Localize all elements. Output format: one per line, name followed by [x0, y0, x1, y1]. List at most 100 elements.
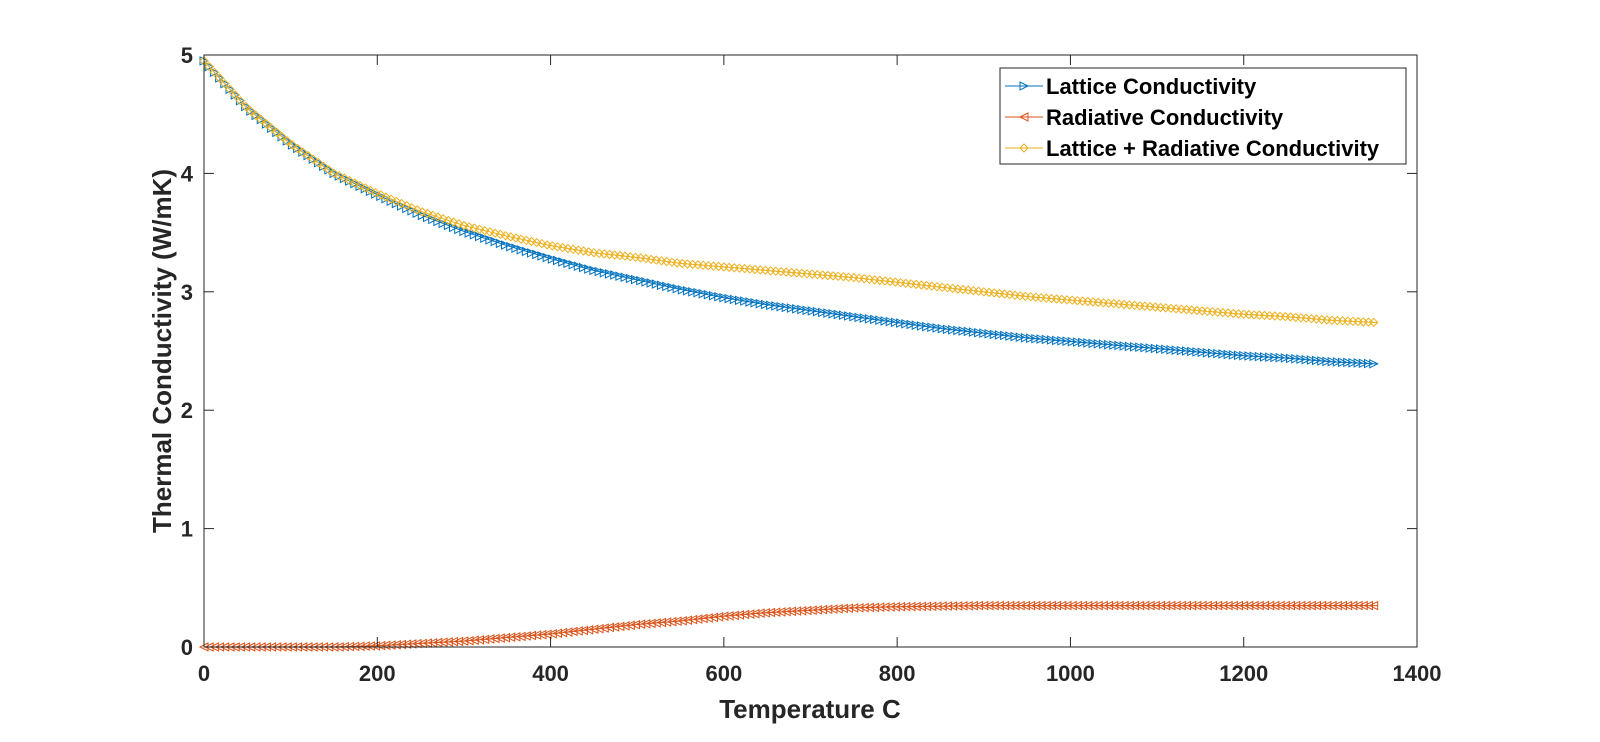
data-point: [1072, 337, 1083, 347]
data-point: [578, 625, 588, 636]
data-point: [848, 603, 859, 613]
data-point: [1093, 600, 1103, 611]
data-point: [542, 240, 552, 250]
data-point: [510, 631, 521, 642]
legend-marker: [1019, 81, 1030, 91]
data-point: [849, 311, 859, 322]
data-point: [1222, 600, 1233, 611]
data-point: [1041, 600, 1051, 611]
data-point: [1269, 600, 1280, 611]
data-point: [724, 293, 735, 304]
data-point: [1103, 600, 1114, 611]
data-point: [729, 294, 740, 305]
data-point: [443, 637, 453, 647]
data-point: [864, 313, 875, 324]
data-point: [1036, 334, 1047, 344]
data-point: [1192, 347, 1203, 357]
data-point: [1233, 600, 1243, 611]
data-point: [251, 110, 261, 121]
data-point: [1009, 600, 1020, 611]
data-point: [542, 252, 553, 263]
data-point: [1348, 357, 1359, 368]
data-point: [697, 613, 708, 624]
data-point: [422, 208, 433, 219]
data-point: [256, 114, 266, 125]
data-point: [1280, 353, 1291, 363]
x-tick-label: 1000: [1046, 661, 1095, 686]
data-point: [755, 298, 766, 309]
data-point: [1296, 354, 1307, 365]
data-point: [1108, 600, 1119, 611]
data-point: [1202, 347, 1213, 358]
data-point: [646, 278, 657, 288]
data-point: [1213, 348, 1223, 359]
data-point: [1316, 600, 1327, 611]
data-point: [593, 623, 604, 634]
data-point: [376, 190, 386, 200]
data-point: [490, 236, 501, 247]
y-axis-label: Thermal Conductivity (W/mK): [147, 169, 177, 533]
data-point: [479, 225, 490, 236]
data-point: [828, 308, 839, 319]
data-point: [1083, 338, 1093, 348]
data-point: [448, 217, 459, 227]
data-point: [220, 78, 230, 89]
data-point: [282, 136, 292, 146]
data-point: [1061, 600, 1072, 611]
data-point: [906, 319, 917, 330]
data-point: [1338, 357, 1348, 368]
data-point: [1286, 353, 1296, 364]
data-point: [1135, 342, 1145, 353]
data-point: [661, 617, 672, 627]
data-point: [349, 641, 360, 652]
plot-frame: [203, 54, 1418, 648]
data-point: [1113, 600, 1124, 611]
data-point: [1046, 600, 1056, 611]
data-point: [401, 200, 412, 211]
data-point: [677, 284, 688, 295]
data-point: [1239, 350, 1249, 361]
data-point: [1124, 341, 1135, 352]
data-point: [1082, 600, 1093, 611]
data-point: [1171, 345, 1182, 356]
data-point: [1259, 600, 1269, 611]
data-point: [698, 288, 709, 299]
data-point: [360, 183, 370, 193]
y-tick-label: 0: [181, 635, 193, 660]
data-point: [1368, 317, 1379, 328]
data-point: [411, 638, 422, 649]
data-point: [1290, 600, 1301, 611]
data-point: [1067, 336, 1078, 347]
data-point: [682, 615, 692, 626]
data-point: [807, 605, 817, 616]
data-point: [480, 233, 490, 244]
data-point: [1228, 600, 1238, 611]
data-point: [433, 212, 443, 222]
data-point: [1322, 356, 1333, 367]
data-point: [890, 317, 901, 328]
data-point: [438, 213, 448, 224]
data-point: [1248, 600, 1259, 611]
data-point: [677, 615, 687, 626]
data-point: [1343, 357, 1353, 368]
legend-marker: [1019, 143, 1029, 153]
data-point: [1130, 341, 1140, 352]
data-point: [766, 300, 776, 311]
data-point: [1144, 600, 1155, 611]
data-point: [776, 301, 787, 312]
data-point: [557, 627, 568, 638]
data-point: [526, 630, 536, 641]
data-point: [448, 636, 458, 647]
data-point: [1291, 353, 1301, 364]
data-point: [1196, 600, 1207, 611]
data-point: [1358, 358, 1369, 369]
data-point: [433, 216, 444, 227]
data-point: [1165, 600, 1176, 611]
y-tick-label: 5: [181, 43, 193, 68]
data-point: [927, 322, 937, 333]
data-point: [911, 601, 921, 612]
data-point: [749, 608, 760, 619]
data-point: [688, 286, 698, 297]
legend-box: [999, 67, 1407, 165]
data-point: [723, 610, 734, 621]
